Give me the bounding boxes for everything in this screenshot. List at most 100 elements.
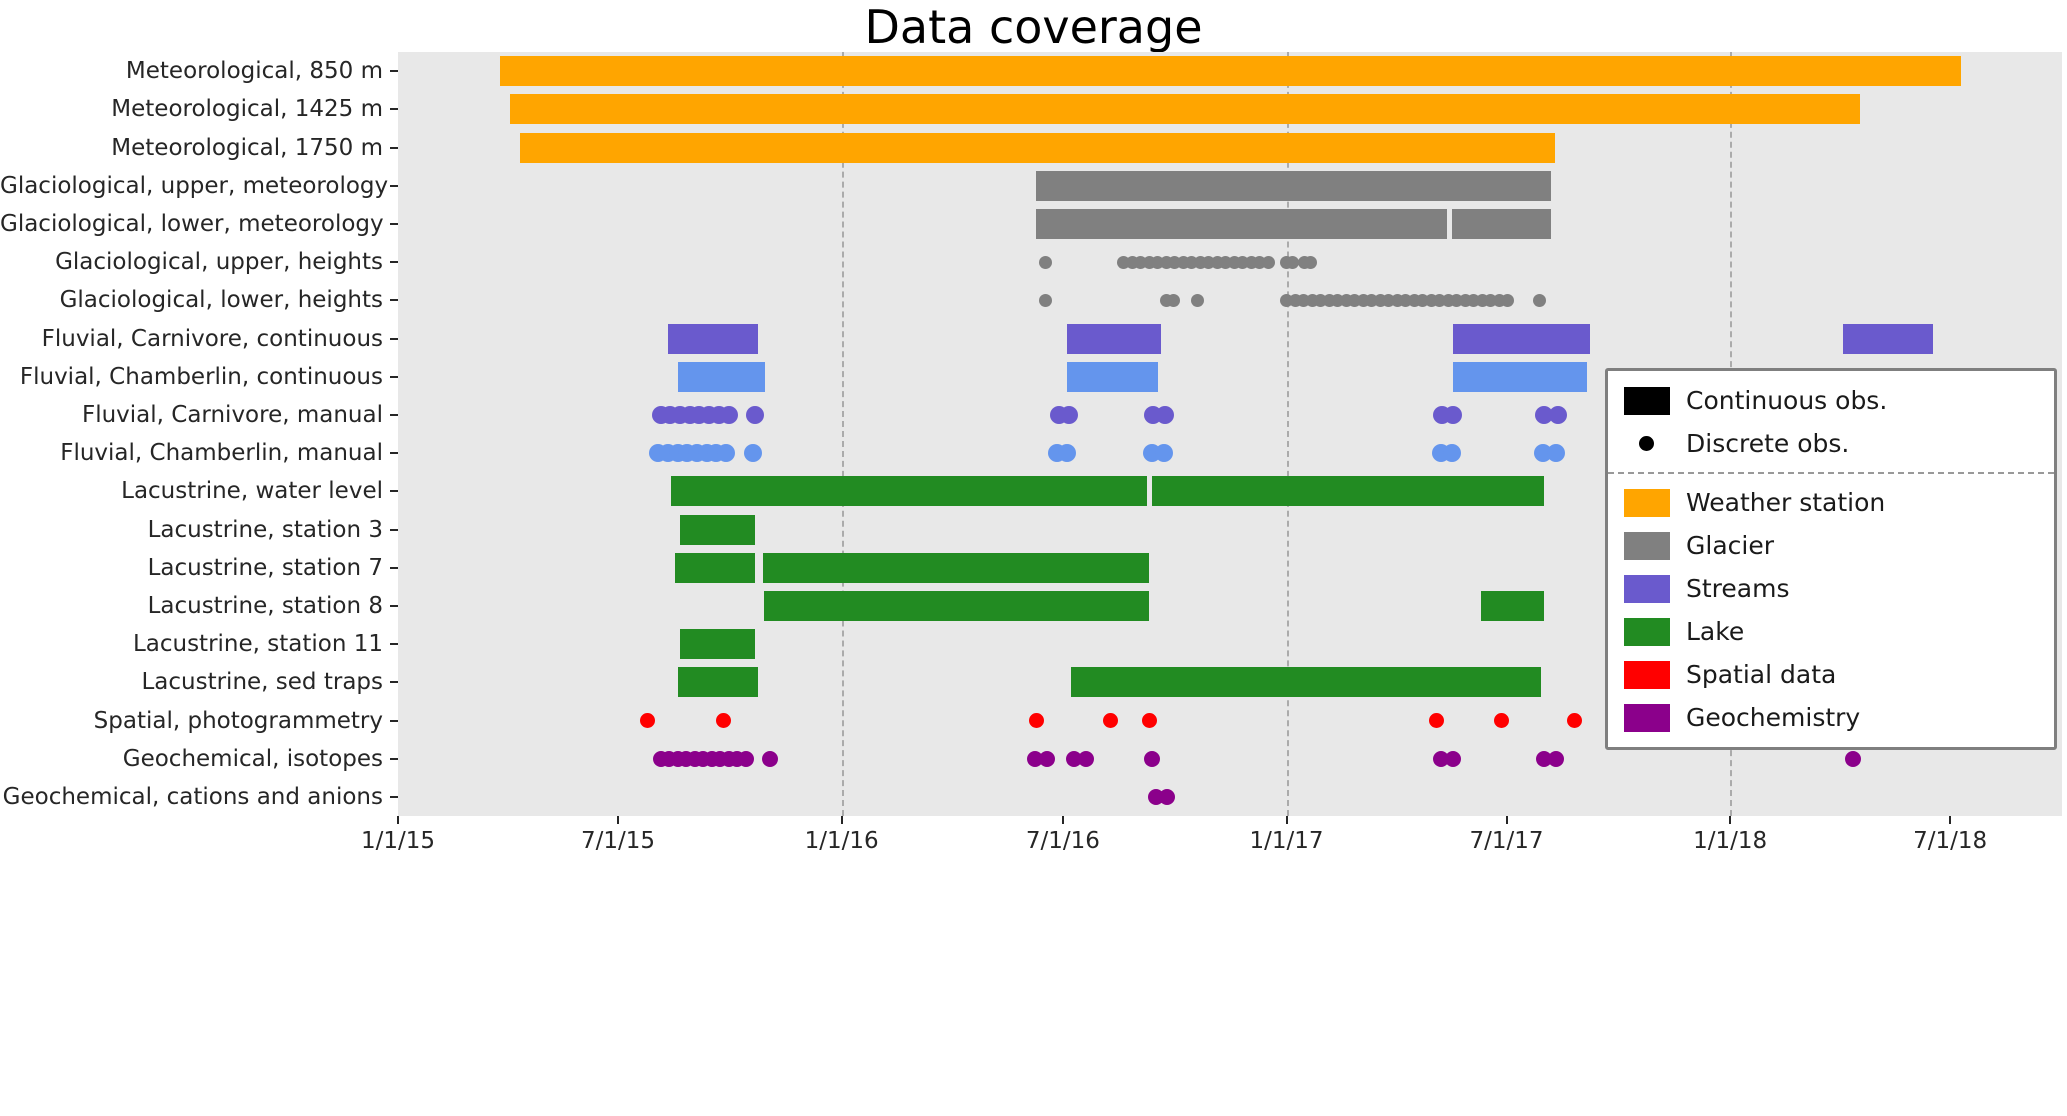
- dot-geochemical-isotopes: [1536, 750, 1553, 767]
- dot-glaciological-lower-heights: [1166, 293, 1180, 307]
- legend-rect-swatch: [1624, 617, 1670, 646]
- dot-fluvial-carnivore-manual: [1444, 405, 1463, 424]
- dot-geochemical-isotopes: [761, 750, 778, 767]
- bar-lacustrine-sed-traps: [1071, 667, 1541, 698]
- bar-lacustrine-water-level: [671, 476, 1147, 507]
- y-label-meteorological-1425-m: Meteorological, 1425 m: [111, 96, 383, 123]
- bar-lacustrine-station-8: [763, 590, 1150, 621]
- dot-geochemical-isotopes: [737, 750, 754, 767]
- y-tick: [390, 375, 398, 378]
- y-tick: [390, 681, 398, 684]
- legend-entry-continuous-obs: Continuous obs.: [1624, 379, 2038, 422]
- legend-rect-swatch: [1624, 703, 1670, 732]
- legend-entry-spatial-data: Spatial data: [1624, 653, 2038, 696]
- bar-meteorological-1750-m: [519, 132, 1556, 163]
- y-label-spatial-photogrammetry: Spatial, photogrammetry: [93, 707, 383, 734]
- y-tick: [390, 222, 398, 225]
- legend-label: Discrete obs.: [1686, 429, 1850, 458]
- x-tick: [1729, 816, 1732, 824]
- dot-glaciological-upper-heights: [1039, 255, 1053, 269]
- continuous-obs-marker-icon: [1624, 386, 1670, 415]
- y-label-meteorological-1750-m: Meteorological, 1750 m: [111, 134, 383, 161]
- legend-rect-swatch: [1624, 488, 1670, 517]
- dot-geochemical-cations-and-anions: [1159, 788, 1176, 805]
- x-tick: [1949, 816, 1952, 824]
- dot-spatial-photogrammetry: [1428, 713, 1444, 728]
- bar-meteorological-850-m: [500, 56, 1962, 87]
- y-tick: [390, 337, 398, 340]
- y-label-glaciological-lower-heights: Glaciological, lower, heights: [59, 287, 383, 314]
- lake-swatch-icon: [1624, 617, 1670, 646]
- legend-entry-streams: Streams: [1624, 567, 2038, 610]
- dot-glaciological-lower-heights: [1532, 293, 1546, 307]
- y-tick: [390, 566, 398, 569]
- glacier-swatch-icon: [1624, 531, 1670, 560]
- y-tick: [390, 70, 398, 73]
- x-tick-label: 1/1/18: [1693, 828, 1768, 854]
- y-tick: [390, 184, 398, 187]
- dot-spatial-photogrammetry: [1141, 713, 1157, 728]
- x-tick: [840, 816, 843, 824]
- y-tick: [390, 413, 398, 416]
- dot-fluvial-carnivore-manual: [1535, 405, 1554, 424]
- legend-entry-weather-station: Weather station: [1624, 481, 2038, 524]
- dot-spatial-photogrammetry: [1028, 713, 1044, 728]
- legend-label: Continuous obs.: [1686, 386, 1888, 415]
- dot-spatial-photogrammetry: [1494, 713, 1510, 728]
- dot-fluvial-chamberlin-manual: [1057, 444, 1076, 463]
- y-label-lacustrine-station-7: Lacustrine, station 7: [147, 554, 383, 581]
- x-tick-label: 1/1/17: [1249, 828, 1324, 854]
- year-gridline: [841, 52, 844, 816]
- bar-fluvial-carnivore-continuous: [1843, 323, 1934, 354]
- dot-spatial-photogrammetry: [716, 713, 732, 728]
- dot-fluvial-carnivore-manual: [746, 405, 765, 424]
- y-label-lacustrine-water-level: Lacustrine, water level: [121, 478, 383, 505]
- y-tick: [390, 146, 398, 149]
- dot-spatial-photogrammetry: [1102, 713, 1118, 728]
- dot-glaciological-upper-heights: [1304, 255, 1318, 269]
- y-tick: [390, 490, 398, 493]
- legend-entry-geochemistry: Geochemistry: [1624, 696, 2038, 739]
- x-tick-label: 1/1/15: [360, 828, 436, 854]
- dot-geochemical-isotopes: [1077, 750, 1094, 767]
- y-tick: [390, 261, 398, 264]
- dot-fluvial-chamberlin-manual: [717, 444, 736, 463]
- y-tick: [390, 757, 398, 760]
- dot-geochemical-isotopes: [1432, 750, 1449, 767]
- dot-glaciological-upper-heights: [1286, 255, 1300, 269]
- dot-fluvial-carnivore-manual: [1059, 405, 1078, 424]
- x-tick: [1061, 816, 1064, 824]
- x-tick-label: 7/1/16: [1025, 828, 1100, 854]
- legend-entry-discrete-obs: Discrete obs.: [1624, 422, 2038, 465]
- y-label-geochemical-isotopes: Geochemical, isotopes: [122, 745, 383, 772]
- dot-fluvial-chamberlin-manual: [1547, 444, 1566, 463]
- legend-rect-swatch: [1624, 386, 1670, 415]
- legend-rect-swatch: [1624, 660, 1670, 689]
- dot-geochemical-isotopes: [1039, 750, 1056, 767]
- dot-fluvial-carnivore-manual: [1155, 405, 1174, 424]
- bar-fluvial-carnivore-continuous: [1453, 323, 1591, 354]
- dot-geochemical-isotopes: [1844, 750, 1861, 767]
- dot-geochemical-isotopes: [1026, 750, 1043, 767]
- y-tick: [390, 299, 398, 302]
- y-tick: [390, 604, 398, 607]
- x-tick: [1285, 816, 1288, 824]
- bar-lacustrine-station-3: [679, 514, 756, 545]
- x-tick-label: 7/1/17: [1469, 828, 1544, 854]
- legend-label: Streams: [1686, 574, 1790, 603]
- legend-divider: [1608, 472, 2054, 474]
- legend-label: Spatial data: [1686, 660, 1837, 689]
- dot-spatial-photogrammetry: [1567, 713, 1583, 728]
- legend-rect-swatch: [1624, 574, 1670, 603]
- dot-fluvial-carnivore-manual: [719, 405, 738, 424]
- x-tick-label: 7/1/15: [580, 828, 656, 854]
- bar-glaciological-lower-meteorology: [1036, 208, 1447, 239]
- dot-fluvial-carnivore-manual: [1548, 405, 1567, 424]
- y-label-lacustrine-station-11: Lacustrine, station 11: [132, 631, 383, 658]
- bar-fluvial-chamberlin-continuous: [677, 361, 766, 392]
- y-label-meteorological-850-m: Meteorological, 850 m: [125, 58, 383, 85]
- y-tick: [390, 528, 398, 531]
- streams-swatch-icon: [1624, 574, 1670, 603]
- spatial-data-swatch-icon: [1624, 660, 1670, 689]
- bar-lacustrine-sed-traps: [677, 667, 758, 698]
